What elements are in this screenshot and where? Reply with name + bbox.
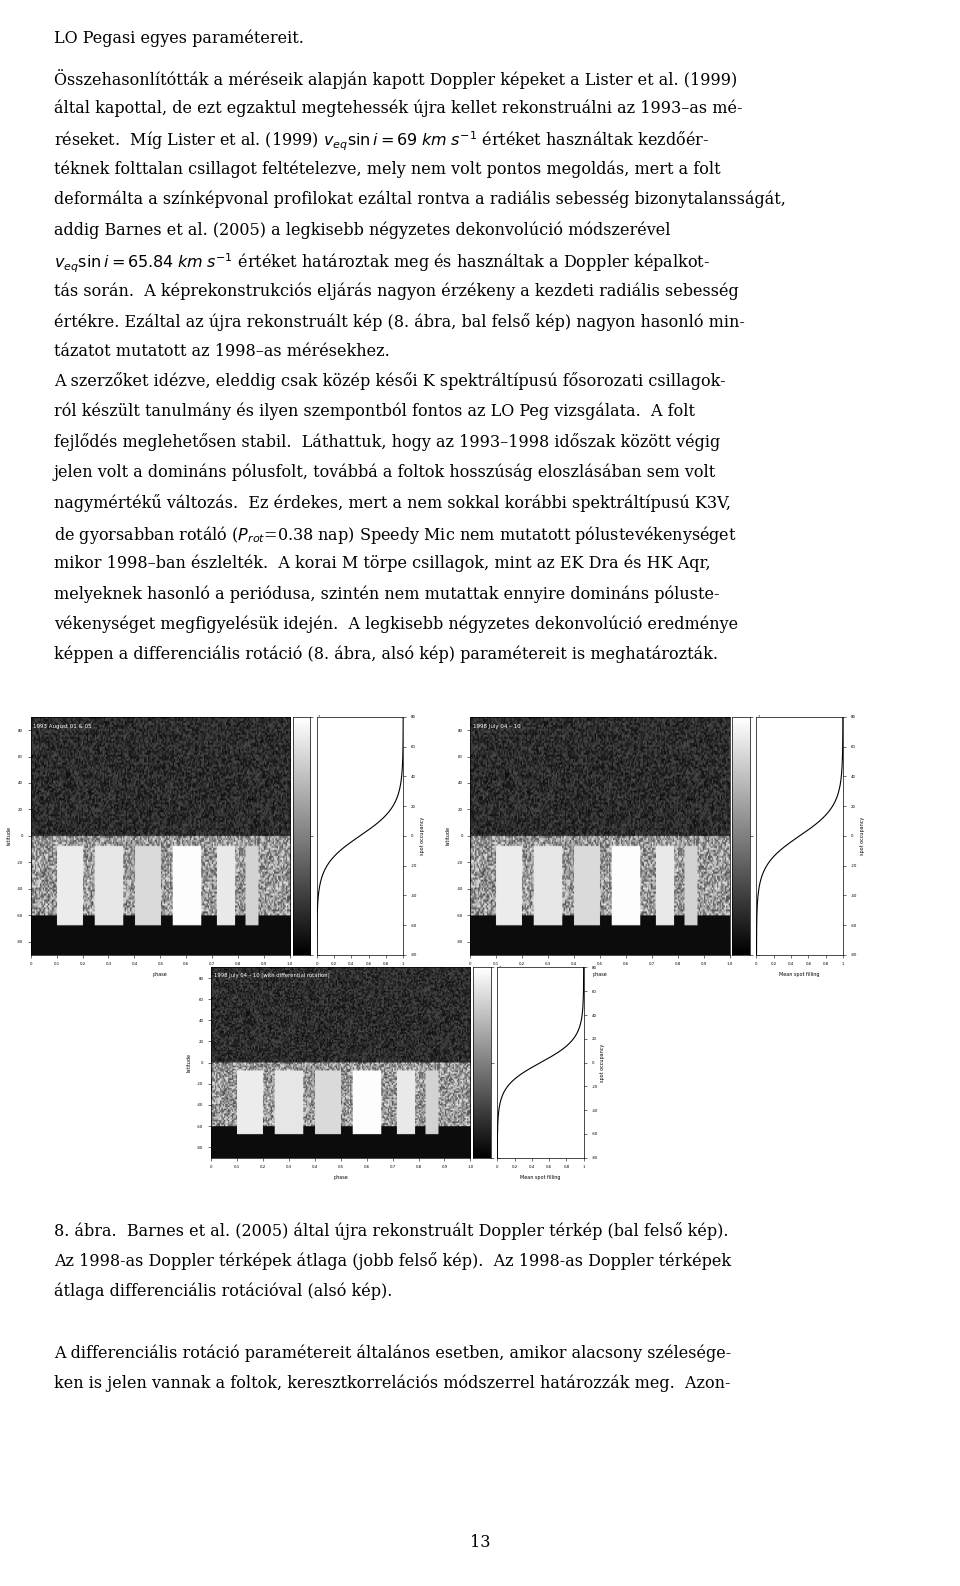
Y-axis label: latitude: latitude (186, 1053, 192, 1072)
Text: 1998 July 04 – 10: 1998 July 04 – 10 (473, 723, 520, 730)
X-axis label: Mean spot filling: Mean spot filling (340, 972, 380, 977)
Y-axis label: spot occupancy: spot occupancy (420, 817, 425, 855)
Text: deformálta a színképvonal profilokat ezáltal rontva a radiális sebesség bizonyta: deformálta a színképvonal profilokat ezá… (54, 190, 785, 208)
Text: LO Pegasi egyes paramétereit.: LO Pegasi egyes paramétereit. (54, 29, 303, 48)
X-axis label: phase: phase (592, 972, 608, 977)
Text: vékenységet megfigyelésük idején.  A legkisebb négyzetes dekonvolúció eredménye: vékenységet megfigyelésük idején. A legk… (54, 615, 738, 633)
Text: által kapottal, de ezt egzaktul megtehessék újra kellet rekonstruálni az 1993–as: által kapottal, de ezt egzaktul megtehes… (54, 100, 742, 117)
Text: tázatot mutatott az 1998–as mérésekhez.: tázatot mutatott az 1998–as mérésekhez. (54, 343, 390, 360)
Y-axis label: spot occupancy: spot occupancy (859, 817, 865, 855)
Text: de gyorsabban rotáló ($P_{rot}$=0.38 nap) Speedy Mic nem mutatott pólustevékenys: de gyorsabban rotáló ($P_{rot}$=0.38 nap… (54, 523, 736, 546)
Text: mikor 1998–ban észlelték.  A korai M törpe csillagok, mint az EK Dra és HK Aqr,: mikor 1998–ban észlelték. A korai M törp… (54, 555, 710, 573)
Text: fejlődés meglehetősen stabil.  Láthattuk, hogy az 1993–1998 időszak között végig: fejlődés meglehetősen stabil. Láthattuk,… (54, 433, 720, 450)
Text: melyeknek hasonló a periódusa, szintén nem mutattak ennyire domináns póluste-: melyeknek hasonló a periódusa, szintén n… (54, 585, 719, 603)
X-axis label: phase: phase (333, 1175, 348, 1180)
X-axis label: phase: phase (153, 972, 168, 977)
Text: $v_{eq}\sin i = 65.84\;km\;s^{-1}$ értéket határoztak meg és használtak a Dopple: $v_{eq}\sin i = 65.84\;km\;s^{-1}$ érték… (54, 252, 709, 274)
Text: tás során.  A képrekonstrukciós eljárás nagyon érzékeny a kezdeti radiális sebes: tás során. A képrekonstrukciós eljárás n… (54, 282, 738, 300)
Text: képpen a differenciális rotáció (8. ábra, alsó kép) paramétereit is meghatároztá: képpen a differenciális rotáció (8. ábra… (54, 646, 718, 663)
Text: ról készült tanulmány és ilyen szempontból fontos az LO Peg vizsgálata.  A folt: ról készült tanulmány és ilyen szempontb… (54, 403, 695, 420)
Text: átlaga differenciális rotációval (alsó kép).: átlaga differenciális rotációval (alsó k… (54, 1283, 392, 1301)
Y-axis label: latitude: latitude (6, 826, 12, 845)
Text: nagymértékű változás.  Ez érdekes, mert a nem sokkal korábbi spektráltípusú K3V,: nagymértékű változás. Ez érdekes, mert a… (54, 493, 731, 512)
Text: 1998 July 04 – 10 (with differential rotation): 1998 July 04 – 10 (with differential rot… (214, 974, 329, 979)
Text: 8. ábra.  Barnes et al. (2005) által újra rekonstruált Doppler térkép (bal felső: 8. ábra. Barnes et al. (2005) által újra… (54, 1221, 729, 1240)
Text: 1993 August 01 & 05: 1993 August 01 & 05 (34, 723, 92, 730)
Text: Az 1998-as Doppler térképek átlaga (jobb felső kép).  Az 1998-as Doppler térképe: Az 1998-as Doppler térképek átlaga (jobb… (54, 1253, 731, 1270)
X-axis label: Mean spot filling: Mean spot filling (520, 1175, 561, 1180)
X-axis label: Mean spot filling: Mean spot filling (780, 972, 820, 977)
Y-axis label: latitude: latitude (445, 826, 451, 845)
Text: addig Barnes et al. (2005) a legkisebb négyzetes dekonvolúció módszerével: addig Barnes et al. (2005) a legkisebb n… (54, 220, 670, 239)
Text: jelen volt a domináns pólusfolt, továbbá a foltok hosszúság eloszlásában sem vol: jelen volt a domináns pólusfolt, továbbá… (54, 463, 716, 481)
Text: A szerzőket idézve, eleddig csak közép késői K spektráltípusú fősorozati csillag: A szerzőket idézve, eleddig csak közép k… (54, 373, 726, 390)
Text: téknek folttalan csillagot feltételezve, mely nem volt pontos megoldás, mert a f: téknek folttalan csillagot feltételezve,… (54, 160, 720, 178)
Text: Összehasonlítótták a méréseik alapján kapott Doppler képeket a Lister et al. (19: Összehasonlítótták a méréseik alapján ka… (54, 68, 737, 89)
Y-axis label: spot occupancy: spot occupancy (600, 1044, 606, 1082)
Text: 13: 13 (469, 1534, 491, 1551)
Text: ken is jelen vannak a foltok, keresztkorrelációs módszerrel határozzák meg.  Azo: ken is jelen vannak a foltok, keresztkor… (54, 1375, 731, 1393)
Text: A differenciális rotáció paramétereit általános esetben, amikor alacsony szélesé: A differenciális rotáció paramétereit ál… (54, 1345, 731, 1362)
Text: réseket.  Míg Lister et al. (1999) $v_{eq}\sin i = 69\;km\;s^{-1}$ értéket haszn: réseket. Míg Lister et al. (1999) $v_{eq… (54, 130, 708, 154)
Text: értékre. Ezáltal az újra rekonstruált kép (8. ábra, bal felső kép) nagyon hasonl: értékre. Ezáltal az újra rekonstruált ké… (54, 312, 745, 330)
